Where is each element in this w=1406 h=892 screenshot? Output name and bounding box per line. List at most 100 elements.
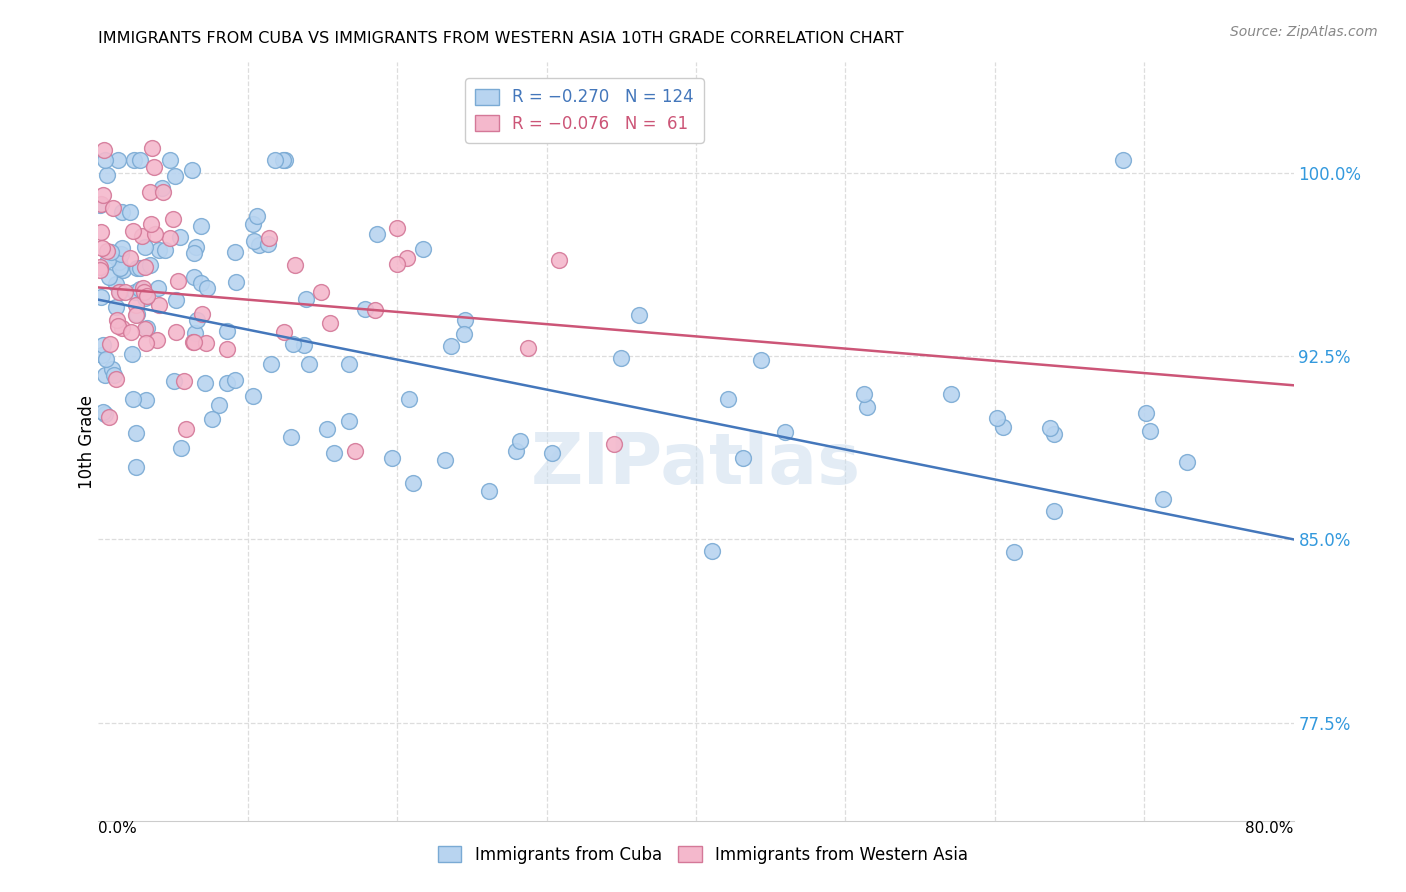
Point <box>90 241 112 255</box>
Point <box>110 246 132 260</box>
Point <box>170 441 193 455</box>
Point <box>159 153 181 168</box>
Point <box>146 281 169 295</box>
Point <box>1152 492 1174 507</box>
Point <box>547 253 569 268</box>
Point <box>93 405 115 419</box>
Point <box>120 325 142 339</box>
Point <box>454 313 477 327</box>
Point <box>609 351 631 365</box>
Point <box>111 320 134 334</box>
Point <box>165 293 187 307</box>
Point <box>281 337 304 351</box>
Point <box>215 324 238 338</box>
Point <box>134 322 156 336</box>
Point <box>224 244 246 259</box>
Point <box>700 543 723 558</box>
Point <box>89 198 111 212</box>
Point <box>1135 405 1157 419</box>
Point <box>152 185 174 199</box>
Point <box>90 289 112 303</box>
Point <box>108 254 131 268</box>
Point <box>139 258 162 272</box>
Point <box>150 181 173 195</box>
Point <box>773 425 796 439</box>
Point <box>105 300 128 314</box>
Point <box>337 414 360 428</box>
Point <box>122 392 145 406</box>
Point <box>135 289 157 303</box>
Point <box>101 362 124 376</box>
Point <box>186 312 208 326</box>
Point <box>1112 153 1135 168</box>
Point <box>991 420 1014 434</box>
Y-axis label: 10th Grade: 10th Grade <box>79 394 96 489</box>
Point <box>354 302 377 317</box>
Point <box>96 351 118 366</box>
Point <box>155 244 177 258</box>
Point <box>93 143 115 157</box>
Point <box>132 285 155 299</box>
Point <box>1042 504 1064 518</box>
Point <box>108 261 131 276</box>
Point <box>284 258 307 272</box>
Point <box>298 357 321 371</box>
Point <box>273 325 295 339</box>
Point <box>91 338 114 352</box>
Legend: R = −0.270   N = 124, R = −0.076   N =  61: R = −0.270 N = 124, R = −0.076 N = 61 <box>465 78 703 143</box>
Point <box>628 308 651 322</box>
Point <box>396 251 419 265</box>
Point <box>343 444 366 458</box>
Point <box>89 260 111 274</box>
Point <box>1002 545 1025 559</box>
Point <box>105 313 128 327</box>
Point <box>243 234 266 248</box>
Text: ZIPatlas: ZIPatlas <box>531 430 860 499</box>
Point <box>505 444 527 458</box>
Point <box>104 372 127 386</box>
Point <box>257 236 280 251</box>
Point <box>125 460 148 475</box>
Point <box>94 153 117 168</box>
Point <box>246 210 269 224</box>
Point <box>129 282 152 296</box>
Point <box>174 422 197 436</box>
Point <box>986 410 1008 425</box>
Point <box>125 298 148 312</box>
Point <box>208 398 231 412</box>
Point <box>315 421 337 435</box>
Point <box>145 333 167 347</box>
Point <box>453 326 475 341</box>
Point <box>100 245 122 260</box>
Point <box>1175 455 1198 469</box>
Text: 0.0%: 0.0% <box>98 821 138 836</box>
Point <box>339 357 361 371</box>
Point <box>128 261 150 276</box>
Point <box>215 342 238 356</box>
Point <box>224 373 246 387</box>
Point <box>89 263 111 277</box>
Point <box>183 245 205 260</box>
Point <box>141 218 163 232</box>
Point <box>264 153 287 168</box>
Point <box>128 153 150 168</box>
Point <box>603 437 626 451</box>
Point <box>242 389 264 403</box>
Point <box>323 446 346 460</box>
Point <box>98 270 121 285</box>
Point <box>107 285 129 299</box>
Point <box>247 238 270 252</box>
Point <box>257 231 280 245</box>
Point <box>1038 421 1060 435</box>
Point <box>852 387 875 401</box>
Point <box>103 249 125 263</box>
Point <box>112 263 135 277</box>
Point <box>292 338 315 352</box>
Point <box>127 261 149 276</box>
Point <box>260 357 283 371</box>
Point <box>195 336 218 351</box>
Point <box>141 141 163 155</box>
Point <box>101 201 124 215</box>
Point <box>190 219 212 233</box>
Point <box>93 407 115 421</box>
